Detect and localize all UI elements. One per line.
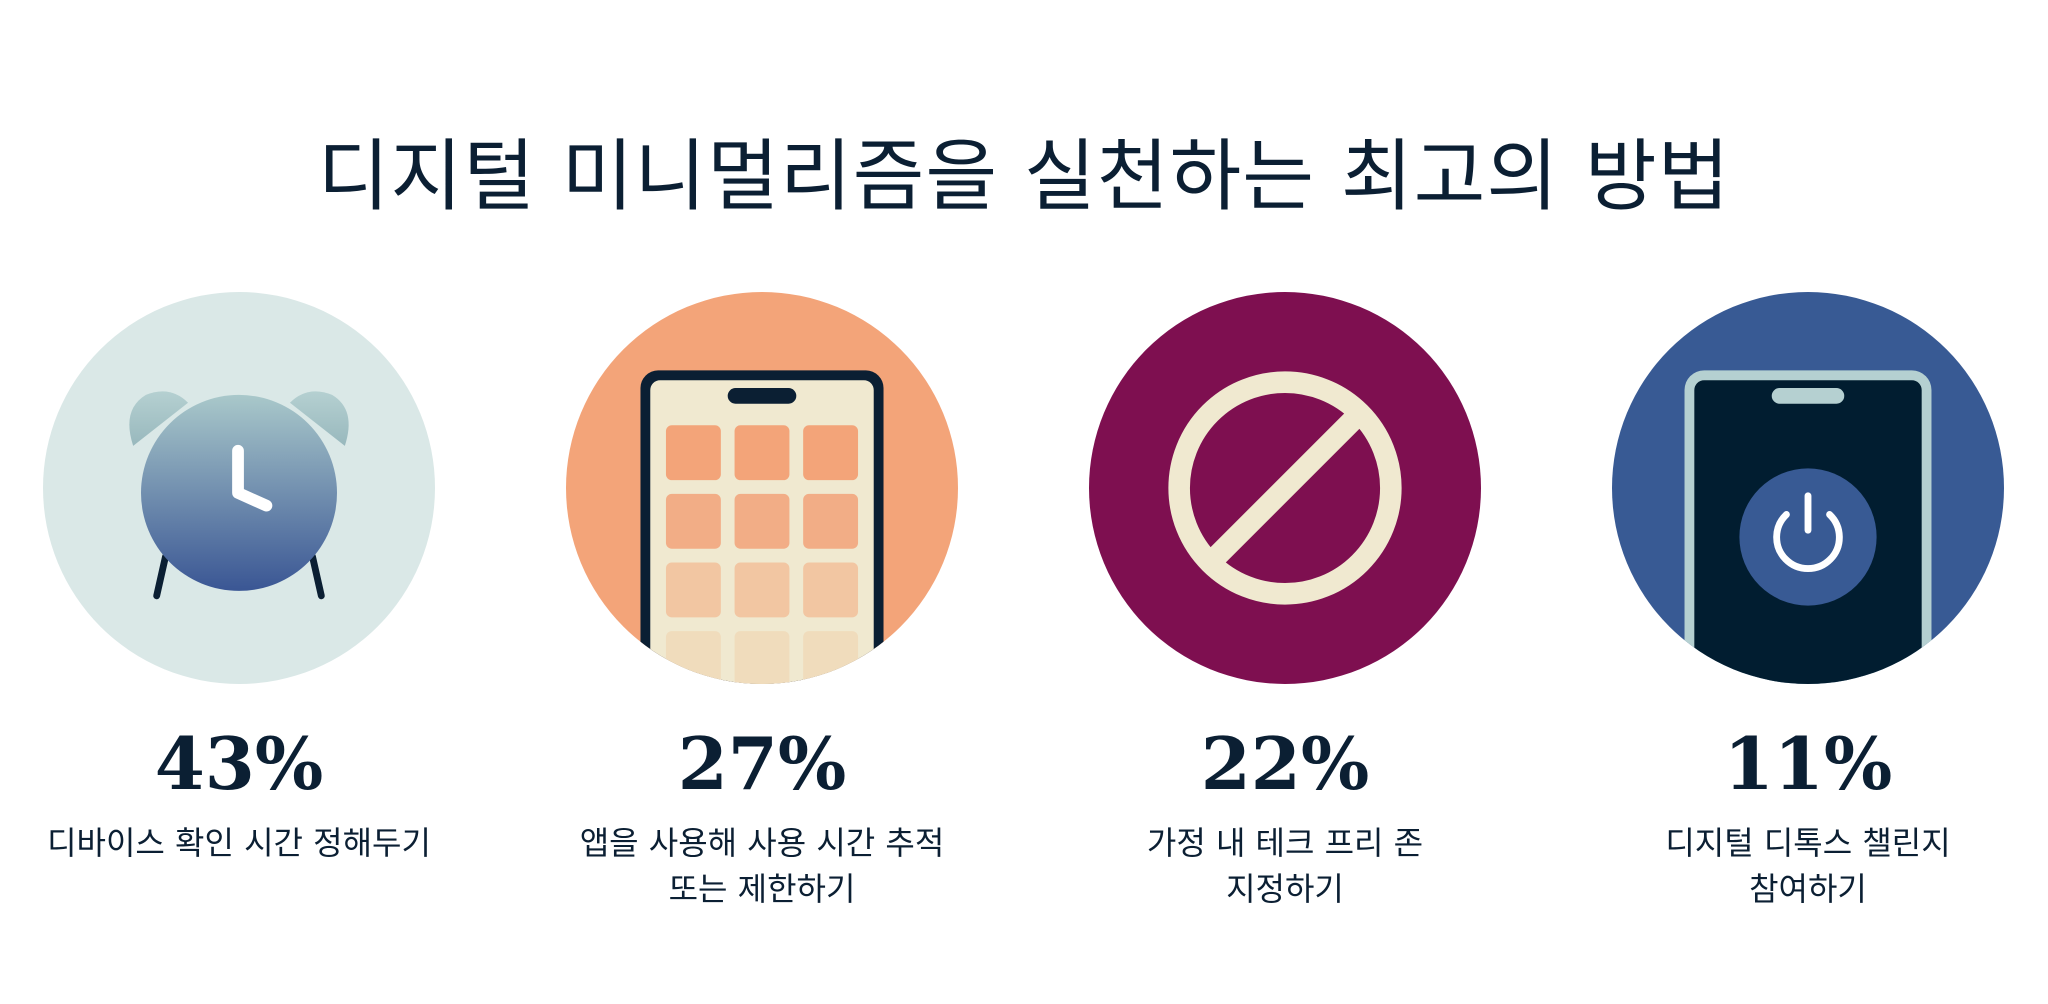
stat-label: 앱을 사용해 사용 시간 추적 또는 제한하기	[579, 824, 945, 908]
phone-power-icon	[1612, 292, 2004, 684]
percent-value: 27%	[677, 721, 847, 806]
stat-device-check-time: 43% 디바이스 확인 시간 정해두기	[19, 292, 459, 866]
alarm-clock-icon	[43, 292, 435, 684]
percent-value: 22%	[1200, 721, 1370, 806]
stat-label: 디지털 디톡스 챌린지 참여하기	[1665, 824, 1951, 908]
stat-app-usage-tracking: 27% 앱을 사용해 사용 시간 추적 또는 제한하기	[542, 292, 982, 912]
stat-label: 가정 내 테크 프리 존 지정하기	[1146, 824, 1424, 908]
stat-digital-detox-challenge: 11% 디지털 디톡스 챌린지 참여하기	[1588, 292, 2028, 912]
page-title: 디지털 미니멀리즘을 실천하는 최고의 방법	[317, 132, 1731, 223]
prohibited-icon	[1089, 292, 1481, 684]
stat-label: 디바이스 확인 시간 정해두기	[47, 824, 431, 862]
percent-value: 43%	[154, 721, 324, 806]
phone-apps-icon	[566, 292, 958, 684]
stat-tech-free-zone: 22% 가정 내 테크 프리 존 지정하기	[1065, 292, 1505, 912]
percent-value: 11%	[1723, 721, 1893, 806]
